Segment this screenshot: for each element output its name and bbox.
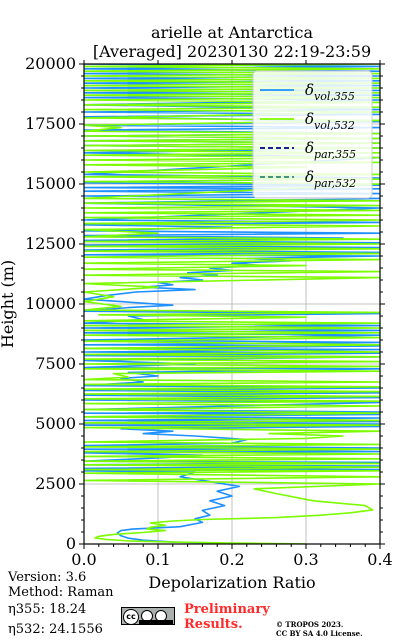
method-text: Method: Raman [8,585,114,600]
x-tick-label: 0.0 [71,550,96,569]
tropos-copyright: © TROPOS 2023. CC BY SA 4.0 License. [276,620,363,638]
cc-icon: cc [123,609,139,625]
preliminary-notice: Preliminary Results. [184,602,270,632]
legend-par532-label: δpar,532 [305,168,356,190]
eta355-text: η355: 18.24 [8,602,87,617]
legend-box [252,70,373,199]
x-tick-label: 0.4 [367,550,392,569]
legend-par355-label: δpar,355 [305,139,356,161]
series-vol532-line [84,64,380,544]
badge-strip [139,620,173,624]
x-tick-label: 0.1 [145,550,170,569]
x-tick-label: 0.3 [293,550,318,569]
legend-vol532-label: δvol,532 [305,110,355,132]
tropos-line-2: CC BY SA 4.0 License. [276,629,363,638]
preliminary-line-2: Results. [184,617,243,632]
axis-ticks: 0.0 0.1 0.2 0.3 0.4 0 2500 5000 7500 10000 12500 15… [25,54,393,569]
x-axis-label: Depolarization Ratio [148,573,315,592]
y-tick-label: 20000 [25,54,76,73]
y-tick-label: 12500 [25,234,76,253]
eta532-text: η532: 24.1556 [8,622,103,637]
cc-license-badge: cc [121,607,175,625]
y-axis-label: Height (m) [0,260,17,348]
preliminary-line-1: Preliminary [184,602,270,617]
depolarization-chart: arielle at Antarctica [Averaged] 2023013… [0,23,393,592]
chart-title-line-1: arielle at Antarctica [151,23,314,42]
y-tick-label: 10000 [25,294,76,313]
tropos-line-1: © TROPOS 2023. [276,620,344,629]
version-text: Version: 3.6 [8,570,87,585]
y-tick-label: 17500 [25,114,76,133]
y-tick-label: 7500 [35,354,76,373]
y-tick-label: 2500 [35,474,76,493]
x-tick-label: 0.2 [219,550,244,569]
y-tick-label: 0 [66,534,76,553]
chart-legend: δvol,355 δvol,532 δpar,355 δpar,532 [252,70,373,199]
legend-vol355-label: δvol,355 [305,81,355,103]
chart-title-line-2: [Averaged] 20230130 22:19-23:59 [93,42,371,61]
y-tick-label: 5000 [35,414,76,433]
y-tick-label: 15000 [25,174,76,193]
